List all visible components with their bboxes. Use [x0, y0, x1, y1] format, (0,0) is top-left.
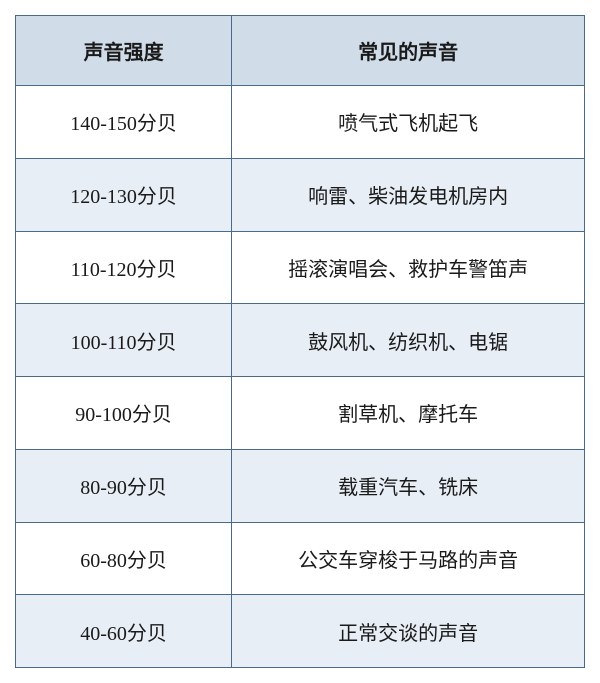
cell-intensity: 90-100分贝	[16, 377, 232, 450]
table-header-row: 声音强度 常见的声音	[16, 16, 585, 86]
cell-example: 鼓风机、纺织机、电锯	[232, 304, 585, 377]
cell-intensity: 110-120分贝	[16, 231, 232, 304]
cell-intensity: 60-80分贝	[16, 522, 232, 595]
table-row: 60-80分贝 公交车穿梭于马路的声音	[16, 522, 585, 595]
table-row: 110-120分贝 摇滚演唱会、救护车警笛声	[16, 231, 585, 304]
cell-example: 公交车穿梭于马路的声音	[232, 522, 585, 595]
table-row: 90-100分贝 割草机、摩托车	[16, 377, 585, 450]
table-row: 80-90分贝 载重汽车、铣床	[16, 449, 585, 522]
cell-intensity: 100-110分贝	[16, 304, 232, 377]
cell-intensity: 120-130分贝	[16, 158, 232, 231]
cell-example: 载重汽车、铣床	[232, 449, 585, 522]
cell-example: 响雷、柴油发电机房内	[232, 158, 585, 231]
cell-example: 割草机、摩托车	[232, 377, 585, 450]
table-row: 140-150分贝 喷气式飞机起飞	[16, 86, 585, 159]
cell-example: 正常交谈的声音	[232, 595, 585, 668]
cell-example: 摇滚演唱会、救护车警笛声	[232, 231, 585, 304]
cell-intensity: 80-90分贝	[16, 449, 232, 522]
sound-intensity-table: 声音强度 常见的声音 140-150分贝 喷气式飞机起飞 120-130分贝 响…	[15, 15, 585, 668]
cell-intensity: 40-60分贝	[16, 595, 232, 668]
table-row: 40-60分贝 正常交谈的声音	[16, 595, 585, 668]
col-header-intensity: 声音强度	[16, 16, 232, 86]
cell-intensity: 140-150分贝	[16, 86, 232, 159]
table-row: 120-130分贝 响雷、柴油发电机房内	[16, 158, 585, 231]
cell-example: 喷气式飞机起飞	[232, 86, 585, 159]
table-row: 100-110分贝 鼓风机、纺织机、电锯	[16, 304, 585, 377]
col-header-example: 常见的声音	[232, 16, 585, 86]
